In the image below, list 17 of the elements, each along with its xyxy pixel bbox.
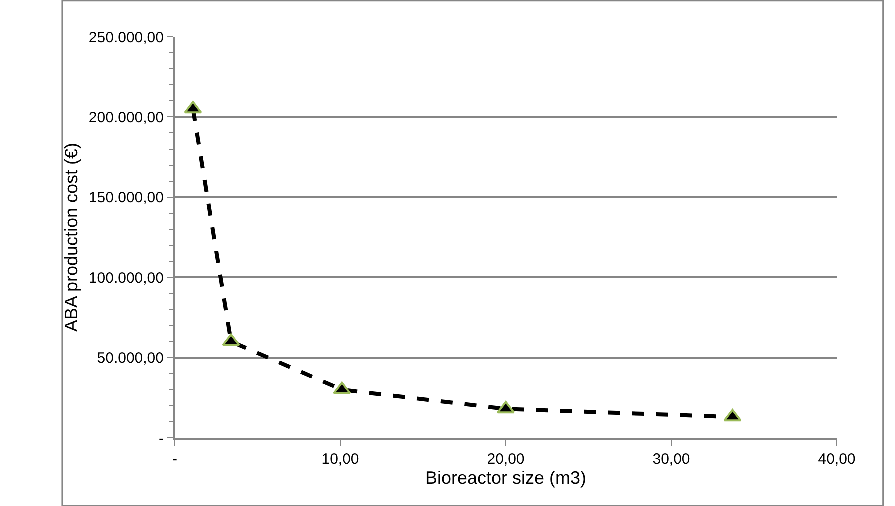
y-tick-label: 100.000,00 [88,270,164,287]
y-tick-label: 50.000,00 [97,350,164,368]
point [333,382,352,394]
point [184,101,202,114]
x-tick-label: 20,00 [487,451,525,468]
y-axis-title: ABA production cost (€) [62,142,82,332]
point [724,409,742,422]
y-tick-label: - [159,430,164,448]
y-tick-label: 150.000,00 [88,190,164,207]
y-tick-label: 250.000,00 [88,29,164,46]
x-tick-label: 10,00 [322,451,360,468]
x-tick-label: - [172,451,178,468]
x-axis-title: Bioreactor size (m3) [425,468,587,488]
x-tick-label: 40,00 [818,451,856,468]
point [222,334,240,346]
x-tick-label: 30,00 [652,451,690,468]
y-tick-label: 200.000,00 [88,109,164,126]
